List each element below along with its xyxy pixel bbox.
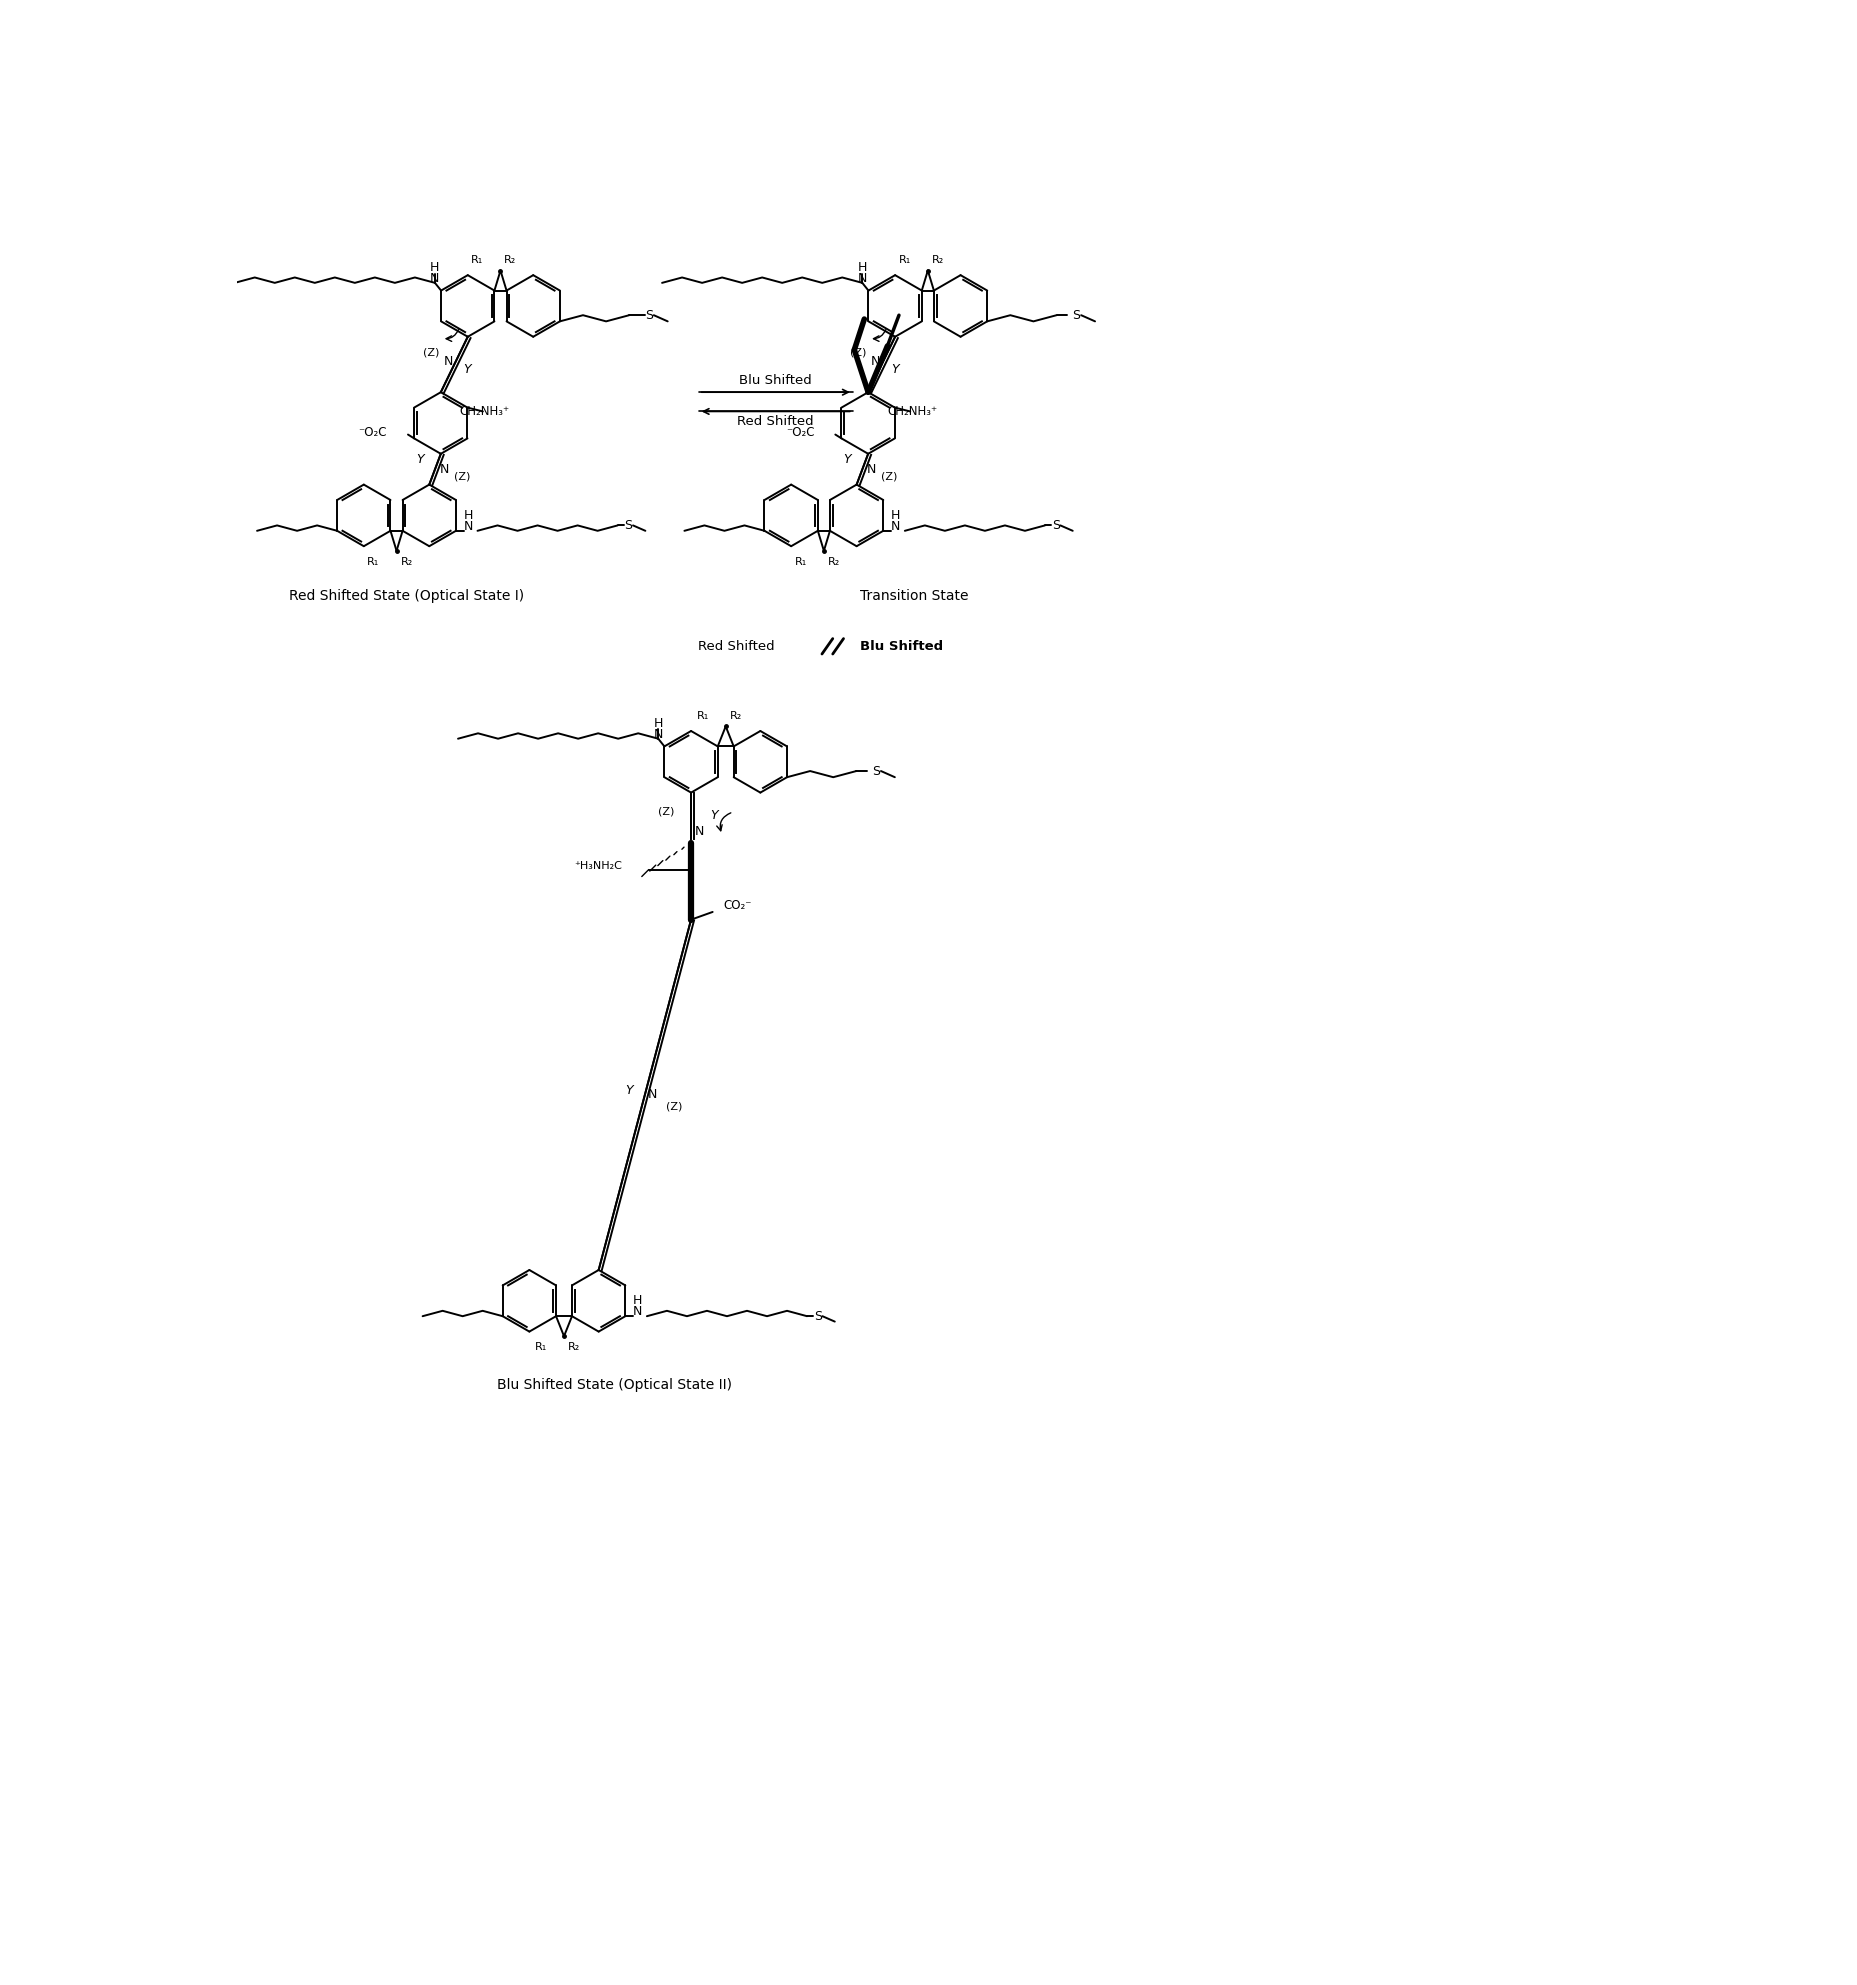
Text: S: S [1073, 310, 1081, 322]
Text: N: N [891, 520, 901, 532]
Text: Blu Shifted State (Optical State II): Blu Shifted State (Optical State II) [496, 1378, 732, 1393]
Text: (Z): (Z) [423, 347, 440, 357]
Text: S: S [813, 1310, 823, 1322]
Text: S: S [644, 310, 654, 322]
Text: N: N [858, 272, 867, 284]
Text: N: N [464, 520, 474, 532]
Text: Y: Y [626, 1084, 633, 1098]
Text: N: N [695, 824, 704, 838]
Text: R₂: R₂ [932, 254, 943, 264]
Text: N: N [431, 272, 440, 284]
Text: H: H [464, 508, 474, 522]
Text: R₁: R₁ [795, 556, 808, 566]
Text: CH₂NH₃⁺: CH₂NH₃⁺ [888, 405, 938, 419]
Text: ⁺H₃NH₂C: ⁺H₃NH₂C [574, 861, 622, 871]
Text: ⁻O₂C: ⁻O₂C [786, 425, 815, 439]
Text: R₂: R₂ [401, 556, 412, 566]
Text: R₁: R₁ [535, 1342, 548, 1352]
Text: Y: Y [711, 810, 719, 822]
Text: N: N [633, 1304, 643, 1318]
Text: H: H [654, 717, 663, 730]
Text: S: S [624, 518, 633, 532]
Text: Transition State: Transition State [860, 590, 969, 603]
Text: Blu Shifted: Blu Shifted [860, 639, 943, 653]
Text: N: N [654, 728, 663, 740]
Text: (Z): (Z) [851, 347, 867, 357]
Text: R₂: R₂ [568, 1342, 579, 1352]
Text: N: N [871, 355, 880, 367]
Text: Y: Y [843, 453, 851, 466]
Text: R₂: R₂ [828, 556, 839, 566]
Text: Red Shifted: Red Shifted [737, 415, 813, 429]
Text: (Z): (Z) [667, 1102, 682, 1112]
Text: (Z): (Z) [882, 472, 897, 482]
Text: (Z): (Z) [657, 806, 674, 818]
Text: R₁: R₁ [696, 711, 709, 721]
Text: (Z): (Z) [453, 472, 470, 482]
Text: R₁: R₁ [368, 556, 379, 566]
Text: Y: Y [416, 453, 423, 466]
Text: Blu Shifted: Blu Shifted [739, 373, 812, 387]
Text: R₂: R₂ [505, 254, 516, 264]
Text: H: H [431, 260, 440, 274]
Text: N: N [648, 1088, 657, 1102]
Text: H: H [891, 508, 901, 522]
Text: S: S [1051, 518, 1060, 532]
Text: CH₂NH₃⁺: CH₂NH₃⁺ [461, 405, 511, 419]
Text: N: N [440, 463, 449, 476]
Text: Red Shifted State (Optical State I): Red Shifted State (Optical State I) [288, 590, 524, 603]
Text: Y: Y [464, 363, 472, 375]
Text: N: N [867, 463, 877, 476]
Text: Red Shifted: Red Shifted [698, 639, 774, 653]
Text: S: S [873, 764, 880, 778]
Text: H: H [633, 1294, 643, 1308]
Text: N: N [444, 355, 453, 367]
Text: ⁻O₂C: ⁻O₂C [358, 425, 388, 439]
Text: H: H [858, 260, 867, 274]
Text: R₁: R₁ [472, 254, 483, 264]
Text: R₁: R₁ [899, 254, 912, 264]
Text: R₂: R₂ [730, 711, 741, 721]
Text: CO₂⁻: CO₂⁻ [724, 899, 752, 913]
Text: Y: Y [891, 363, 899, 375]
